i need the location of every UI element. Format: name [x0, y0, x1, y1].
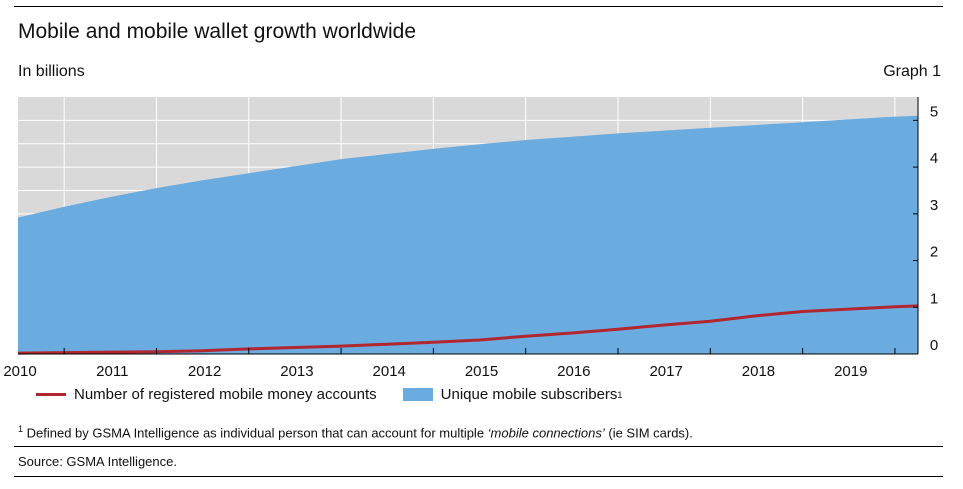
y-tick-label: 0	[930, 337, 938, 354]
source-text: Source: GSMA Intelligence.	[18, 454, 177, 469]
footnote-text-before: Defined by GSMA Intelligence as individu…	[23, 425, 488, 441]
legend-swatch-area	[402, 388, 433, 401]
x-tick-label: 2018	[742, 363, 775, 380]
area-series-subscribers	[18, 115, 918, 354]
footnote: 1 Defined by GSMA Intelligence as indivi…	[18, 424, 693, 440]
legend-item-line: Number of registered mobile money accoun…	[36, 386, 377, 403]
x-tick-label: 2014	[373, 363, 406, 380]
y-axis-ticks: 0 1 2 3 4 5	[913, 103, 938, 355]
x-tick-label: 2016	[557, 363, 590, 380]
x-tick-label: 2013	[280, 363, 313, 380]
x-tick-label: 2010	[3, 363, 36, 380]
legend-label-area: Unique mobile subscribers	[440, 386, 618, 403]
legend-swatch-line	[36, 393, 66, 396]
y-tick-label: 4	[930, 150, 938, 167]
unit-label: In billions	[18, 63, 85, 80]
x-tick-label: 2017	[649, 363, 682, 380]
x-tick-label: 2011	[96, 363, 128, 380]
line-series-money-accounts	[17, 304, 919, 355]
y-tick-label: 1	[930, 290, 938, 307]
y-tick-label: 5	[930, 103, 938, 120]
legend: Number of registered mobile money accoun…	[36, 386, 648, 403]
legend-label-line: Number of registered mobile money accoun…	[74, 386, 377, 403]
x-tick-label: 2012	[188, 363, 221, 380]
y-tick-label: 3	[930, 197, 938, 214]
footnote-text-after: (ie SIM cards).	[604, 425, 693, 441]
bottom-rule	[14, 476, 943, 477]
legend-item-area: Unique mobile subscribers 1	[402, 386, 623, 403]
footnote-marker: 1	[18, 424, 24, 434]
y-tick-label: 2	[930, 244, 938, 261]
chart-title: Mobile and mobile wallet growth worldwid…	[18, 20, 417, 43]
source-rule	[14, 446, 943, 447]
x-axis-ticks: 2010 2011 2012 2013 2014 2015 2016 2017 2018 2019	[3, 348, 896, 380]
graph-id: Graph 1	[883, 63, 941, 80]
x-tick-label: 2015	[465, 363, 498, 380]
footnote-text-italic: ‘mobile connections’	[487, 425, 605, 441]
top-rule	[14, 6, 943, 7]
legend-superscript: 1	[617, 389, 623, 400]
x-tick-label: 2019	[834, 363, 867, 380]
